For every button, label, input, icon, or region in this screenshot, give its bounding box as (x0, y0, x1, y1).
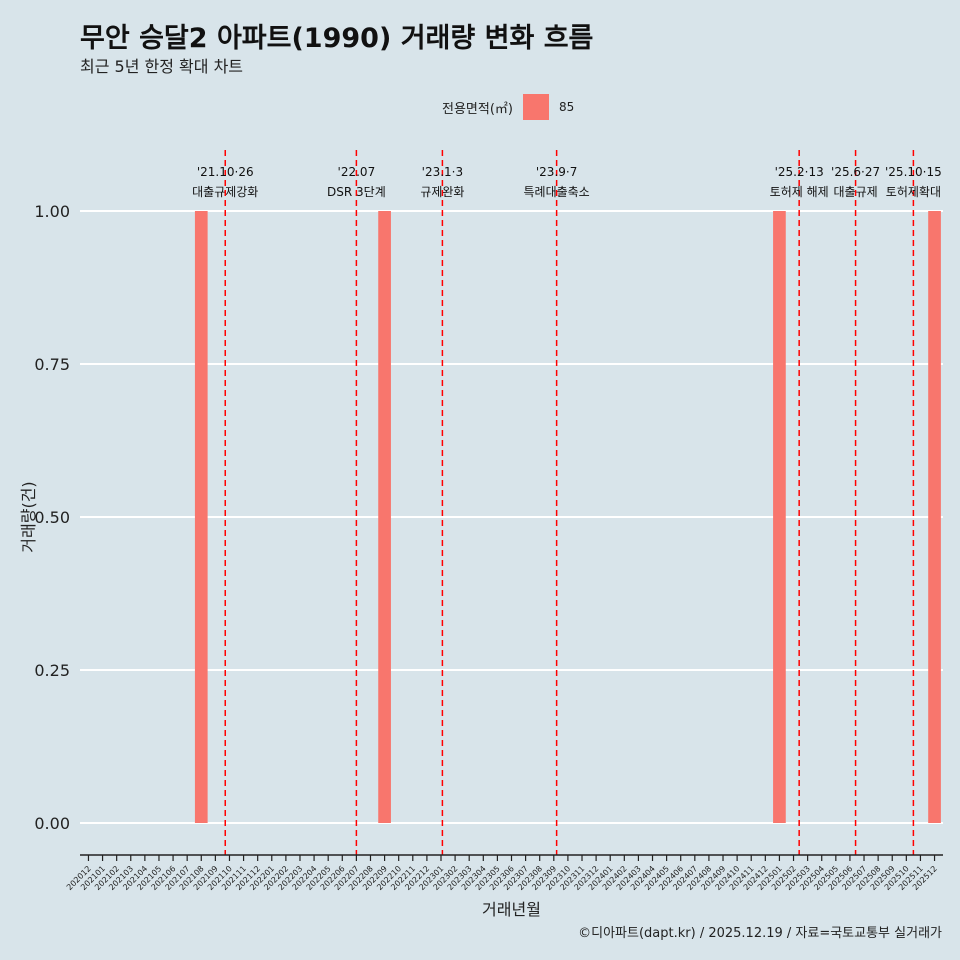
legend-title: 전용면적(㎡) (442, 101, 513, 117)
y-tick-label: 1.00 (34, 202, 70, 221)
x-axis-title: 거래년월 (482, 900, 541, 919)
event-date-label: '21.10·26 (197, 165, 254, 179)
event-date-label: '25.10·15 (885, 165, 942, 179)
y-tick-label: 0.25 (34, 661, 70, 680)
event-date-label: '23.1·3 (422, 165, 463, 179)
bar (773, 211, 786, 823)
bar (194, 211, 208, 823)
event-name-label: 특례대출축소 (523, 185, 589, 199)
chart-subtitle: 최근 5년 한정 확대 차트 (80, 57, 244, 76)
legend-item-label: 85 (558, 100, 575, 114)
event-name-label: 대출규제 (833, 185, 877, 199)
event-date-label: '23.9·7 (536, 165, 577, 179)
event-date-label: '22.07 (338, 165, 376, 179)
event-name-label: 대출규제강화 (192, 185, 258, 199)
bar (928, 211, 941, 823)
legend: 전용면적(㎡) 85 (442, 94, 574, 120)
event-date-label: '25.2·13 (775, 165, 824, 179)
event-name-label: 토허제확대 (886, 185, 941, 199)
chart-title: 무안 승달2 아파트(1990) 거래량 변화 흐름 (80, 23, 594, 54)
event-name-label: 규제완화 (420, 185, 464, 199)
y-tick-label: 0.75 (34, 355, 70, 374)
y-axis-title: 거래량(건) (19, 481, 38, 552)
event-name-label: 토허제 해제 (770, 185, 829, 199)
legend-swatch (522, 94, 549, 120)
source-caption: ©디아파트(dapt.kr) / 2025.12.19 / 자료=국토교통부 실… (578, 926, 942, 941)
event-date-label: '25.6·27 (831, 165, 880, 179)
event-name-label: DSR 3단계 (327, 185, 386, 199)
y-tick-label: 0.00 (34, 814, 70, 833)
y-tick-label: 0.50 (34, 508, 70, 527)
bar (378, 211, 391, 823)
